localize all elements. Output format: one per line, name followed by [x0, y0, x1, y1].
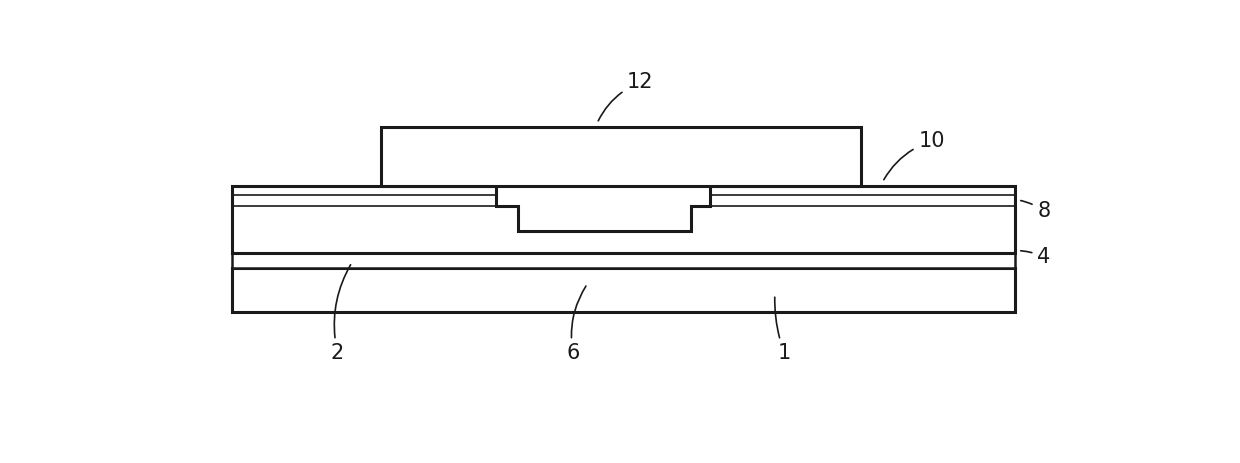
Text: 6: 6: [567, 286, 587, 363]
Text: 10: 10: [884, 131, 945, 180]
Text: 4: 4: [1021, 247, 1050, 267]
Text: 12: 12: [598, 72, 653, 121]
Text: 1: 1: [775, 297, 791, 363]
Polygon shape: [381, 127, 862, 186]
Polygon shape: [232, 186, 1016, 253]
Polygon shape: [232, 268, 1016, 312]
Text: 2: 2: [331, 265, 351, 363]
Polygon shape: [232, 253, 1016, 268]
Text: 8: 8: [1021, 200, 1050, 221]
